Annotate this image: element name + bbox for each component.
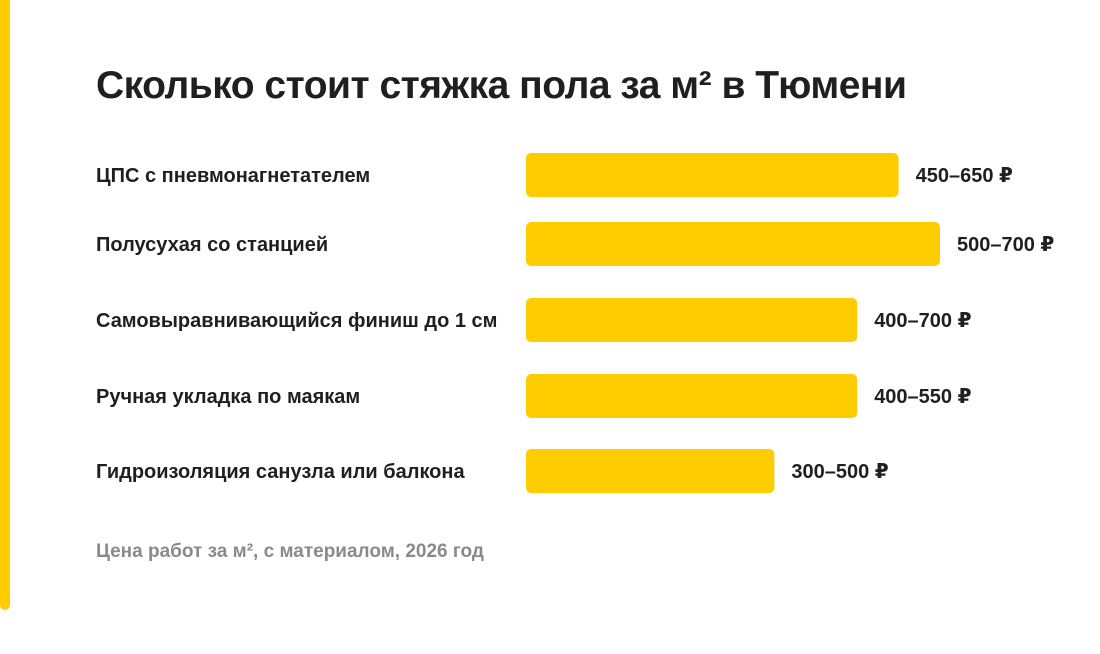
chart-title: Сколько стоит стяжка пола за м² в Тюмени bbox=[96, 64, 907, 107]
accent-bar bbox=[0, 0, 10, 610]
value-label: 500–700 ₽ bbox=[957, 234, 1054, 256]
bar bbox=[526, 374, 858, 418]
category-label: ЦПС с пневмонагнетателем bbox=[96, 165, 370, 187]
category-label: Самовыравнивающийся финиш до 1 см bbox=[96, 310, 497, 332]
chart-note: Цена работ за м², с материалом, 2026 год bbox=[96, 541, 484, 562]
category-label: Полусухая со станцией bbox=[96, 234, 328, 256]
value-label: 300–500 ₽ bbox=[791, 461, 888, 483]
value-label: 400–700 ₽ bbox=[874, 310, 971, 332]
bar bbox=[526, 449, 775, 493]
value-label: 400–550 ₽ bbox=[874, 386, 971, 408]
bar bbox=[526, 153, 899, 197]
value-label: 450–650 ₽ bbox=[916, 165, 1013, 187]
category-label: Гидроизоляция санузла или балкона bbox=[96, 461, 465, 483]
bar bbox=[526, 222, 940, 266]
category-label: Ручная укладка по маякам bbox=[96, 386, 360, 408]
bar bbox=[526, 298, 858, 342]
